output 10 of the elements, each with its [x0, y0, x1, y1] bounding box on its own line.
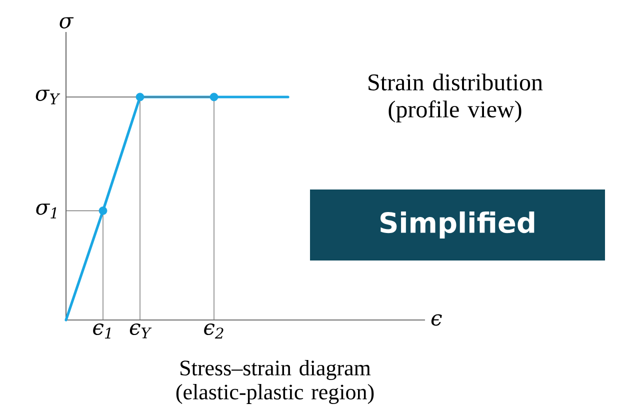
annotation: σ$_{Y}$: [36, 90, 60, 104]
annotation: σ$_{1}$: [36, 204, 56, 218]
text: Strain distribution (profile view): [368, 74, 543, 122]
text: Stress–strain diagram (elastic-plastic region): [176, 360, 374, 404]
x-tick-label: ϵ$_{2}$: [204, 324, 224, 338]
y-axis-title: σ: [60, 17, 74, 28]
text: ϵ: [431, 314, 442, 326]
text: Simplified: [380, 211, 534, 239]
x-tick-label: ϵ$_{Y}$: [130, 324, 152, 338]
x-tick-label: ϵ$_{1}$: [93, 324, 110, 338]
